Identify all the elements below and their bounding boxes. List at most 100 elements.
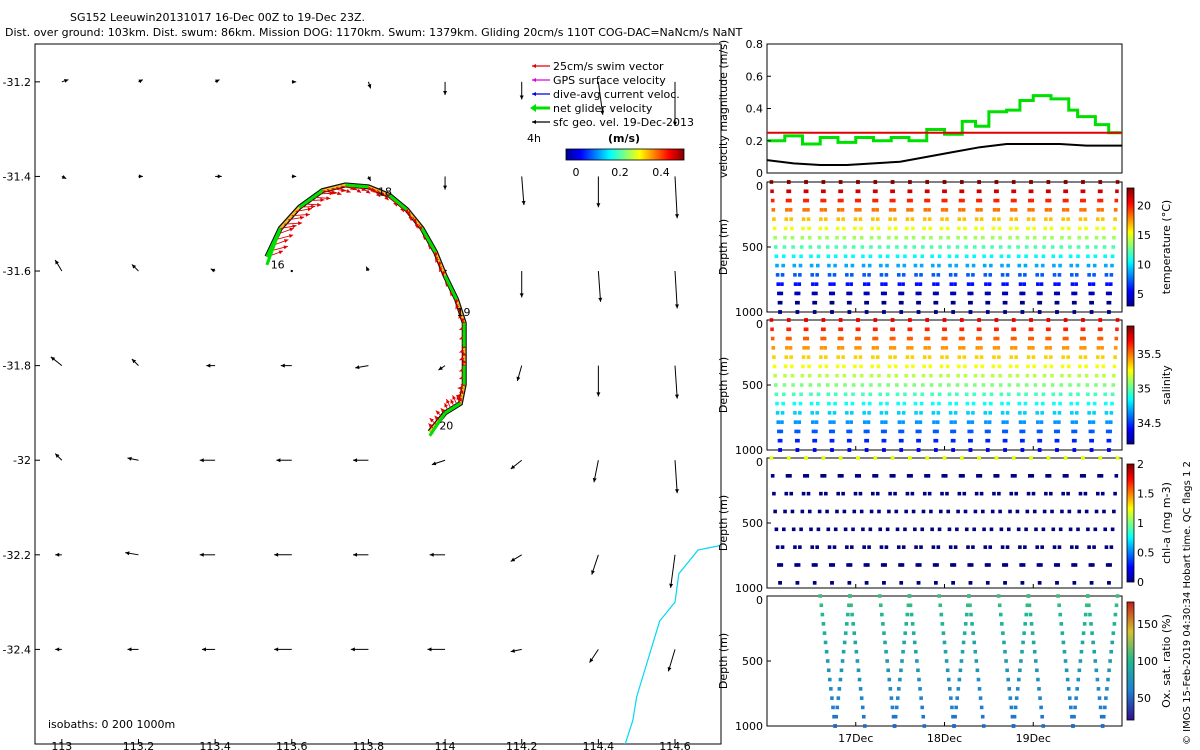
profile-marker bbox=[1040, 545, 1044, 549]
profile-marker bbox=[1077, 509, 1082, 514]
profile-marker bbox=[853, 491, 858, 496]
profile-marker bbox=[1086, 254, 1090, 259]
profile-marker bbox=[861, 527, 865, 532]
profile-marker bbox=[906, 474, 911, 478]
profile-marker bbox=[961, 336, 965, 341]
profile-marker bbox=[938, 383, 942, 387]
profile-marker bbox=[1101, 226, 1106, 231]
profile-marker bbox=[1039, 420, 1044, 424]
swim-vector bbox=[412, 216, 417, 224]
profile-marker bbox=[790, 373, 795, 378]
profile-marker bbox=[1010, 474, 1015, 478]
profile-marker bbox=[964, 383, 968, 387]
profile-marker bbox=[978, 474, 983, 478]
profile-marker bbox=[1110, 254, 1115, 259]
profile-marker bbox=[972, 254, 976, 259]
profile-marker bbox=[845, 273, 849, 277]
figure-subtitle: Dist. over ground: 103km. Dist. swum: 86… bbox=[5, 26, 743, 39]
profile-marker bbox=[1042, 509, 1047, 514]
profile-marker bbox=[1110, 263, 1114, 268]
profile-marker bbox=[1006, 401, 1010, 406]
profile-marker bbox=[818, 594, 823, 598]
profile-marker bbox=[888, 346, 893, 350]
profile-marker bbox=[801, 226, 805, 231]
profile-marker bbox=[899, 310, 904, 314]
profile-marker bbox=[1065, 677, 1070, 682]
profile-marker bbox=[1032, 509, 1037, 514]
profile-marker bbox=[1043, 364, 1048, 369]
profile-marker bbox=[833, 527, 838, 532]
profile-marker bbox=[1099, 198, 1104, 203]
profile-marker bbox=[1095, 677, 1100, 682]
profile-marker bbox=[1026, 355, 1031, 359]
profile-marker bbox=[1068, 383, 1072, 387]
profile-marker bbox=[1059, 245, 1064, 249]
profile-marker bbox=[893, 714, 898, 719]
profile-marker bbox=[864, 581, 869, 585]
profile-marker bbox=[976, 336, 980, 341]
profile-marker bbox=[1062, 649, 1067, 654]
profile-marker bbox=[878, 254, 883, 259]
profile-marker bbox=[851, 383, 856, 387]
profile-marker bbox=[1038, 438, 1043, 443]
profile-marker bbox=[1024, 612, 1029, 617]
profile-marker bbox=[947, 687, 952, 691]
profile-marker bbox=[1107, 448, 1111, 452]
profile-marker bbox=[858, 355, 863, 359]
profile-marker bbox=[1047, 336, 1052, 341]
profile-marker bbox=[1025, 509, 1030, 514]
profile-marker bbox=[854, 336, 859, 341]
profile-marker bbox=[890, 180, 895, 184]
profile-marker bbox=[1004, 659, 1008, 663]
profile-marker bbox=[779, 291, 784, 296]
profile-marker bbox=[1020, 581, 1025, 585]
profile-marker bbox=[864, 310, 869, 314]
profile-marker bbox=[952, 724, 956, 728]
profile-marker bbox=[844, 401, 849, 406]
profile-marker bbox=[810, 545, 815, 549]
depth-tick-label: 500 bbox=[742, 517, 763, 530]
profile-marker bbox=[980, 364, 985, 369]
profile-marker bbox=[909, 208, 914, 212]
profile-marker bbox=[921, 383, 925, 387]
profile-marker bbox=[843, 527, 848, 532]
profile-marker bbox=[1077, 373, 1082, 378]
profile-marker bbox=[891, 714, 896, 719]
profile-marker bbox=[1097, 474, 1101, 478]
geostrophic-vectors bbox=[50, 79, 679, 672]
profile-marker bbox=[1025, 603, 1030, 608]
profile-marker bbox=[981, 235, 985, 240]
profile-marker bbox=[944, 346, 949, 350]
profile-marker bbox=[930, 263, 935, 268]
profile-marker bbox=[1039, 282, 1044, 286]
profile-marker bbox=[1014, 355, 1018, 359]
day-label: 16 bbox=[271, 259, 285, 272]
profile-marker bbox=[1115, 327, 1119, 332]
profile-marker bbox=[1092, 545, 1096, 549]
swim-vector bbox=[287, 215, 305, 221]
colorbar-label: temperature (°C) bbox=[1160, 200, 1173, 294]
profile-marker bbox=[775, 545, 780, 549]
profile-marker bbox=[1111, 631, 1116, 635]
swim-vector bbox=[280, 224, 297, 229]
profile-marker bbox=[984, 420, 988, 424]
profile-marker bbox=[898, 677, 902, 682]
profile-marker bbox=[1076, 383, 1081, 387]
swim-vector bbox=[295, 207, 312, 212]
profile-marker bbox=[859, 235, 864, 240]
profile-marker bbox=[851, 622, 855, 626]
profile-marker bbox=[971, 411, 975, 415]
profile-marker bbox=[995, 189, 999, 194]
profile-marker bbox=[964, 254, 969, 259]
profile-marker bbox=[820, 336, 824, 341]
profile-marker bbox=[992, 208, 997, 212]
profile-marker bbox=[979, 355, 984, 359]
profile-marker bbox=[1067, 509, 1072, 514]
geo-vector bbox=[201, 647, 216, 652]
profile-marker bbox=[808, 383, 813, 387]
profile-marker bbox=[828, 677, 832, 682]
profile-marker bbox=[1091, 563, 1095, 567]
profile-marker bbox=[788, 208, 793, 212]
profile-marker bbox=[987, 420, 992, 424]
profile-marker bbox=[998, 235, 1002, 240]
